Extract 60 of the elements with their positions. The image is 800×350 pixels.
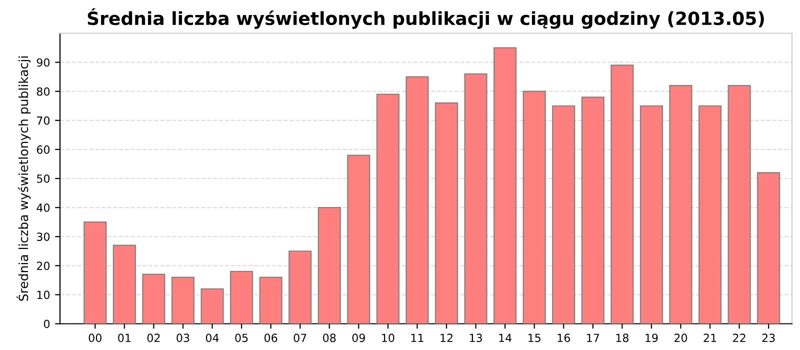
bar — [376, 94, 400, 324]
y-tick-label: 20 — [36, 262, 50, 270]
x-tick-label: 22 — [733, 334, 746, 342]
x-tick-label: 12 — [440, 334, 452, 342]
y-tick-label: 80 — [36, 87, 50, 96]
x-tick-label: 08 — [323, 334, 336, 342]
bar — [728, 84, 751, 324]
x-tick-label: 18 — [616, 334, 628, 342]
bar — [288, 250, 312, 324]
bar — [464, 73, 488, 324]
bar — [171, 276, 195, 324]
bar — [640, 105, 663, 324]
chart-title: Średnia liczba wyświetlonych publikacji w ciągu godziny (2013.05) — [88, 8, 764, 29]
bar — [230, 270, 254, 324]
y-tick-label: 40 — [36, 204, 50, 212]
bar — [581, 96, 604, 324]
x-tick-label: 03 — [176, 334, 190, 342]
x-tick-label: 17 — [587, 334, 600, 342]
bar — [259, 276, 282, 324]
bar — [142, 274, 166, 324]
bar — [112, 244, 136, 324]
x-tick-label: 07 — [294, 334, 306, 342]
x-tick-label: 06 — [264, 334, 278, 342]
x-tick-label: 20 — [674, 334, 688, 342]
y-axis-title: Średnia liczba wyświetlonych publikacji — [16, 56, 31, 301]
x-tick-label: 02 — [147, 334, 160, 342]
y-tick-label: 90 — [36, 58, 50, 67]
bar — [610, 64, 634, 324]
bar — [669, 84, 692, 324]
x-tick-label: 04 — [206, 334, 219, 342]
x-tick-label: 13 — [470, 334, 482, 342]
y-tick-label: 0 — [44, 320, 50, 328]
bar — [347, 154, 370, 324]
x-tick-label: 15 — [528, 334, 540, 342]
bar — [200, 288, 224, 324]
bar — [434, 102, 458, 324]
x-tick-label: 21 — [704, 334, 716, 342]
y-tick-label: 30 — [36, 232, 50, 241]
x-tick-label: 19 — [646, 334, 658, 342]
y-tick-label: 70 — [37, 116, 50, 125]
x-tick-label: 09 — [352, 334, 365, 342]
x-tick-label: 01 — [118, 334, 130, 342]
bar — [494, 47, 517, 324]
x-tick-label: 11 — [411, 334, 424, 342]
y-tick-label: 60 — [36, 145, 50, 154]
bar — [318, 206, 341, 324]
bar — [552, 105, 576, 324]
bar — [522, 90, 546, 324]
x-tick-label: 14 — [499, 334, 512, 342]
x-tick-label: 10 — [382, 334, 394, 342]
y-tick-label: 10 — [37, 290, 50, 300]
bar — [698, 105, 722, 324]
x-tick-label: 23 — [762, 334, 775, 342]
x-tick-label: 05 — [235, 334, 248, 342]
y-tick-label: 50 — [36, 174, 50, 183]
bar — [406, 76, 429, 324]
bar — [757, 172, 780, 324]
bar — [84, 222, 107, 324]
x-tick-label: 00 — [88, 334, 102, 342]
x-tick-label: 16 — [558, 334, 570, 342]
